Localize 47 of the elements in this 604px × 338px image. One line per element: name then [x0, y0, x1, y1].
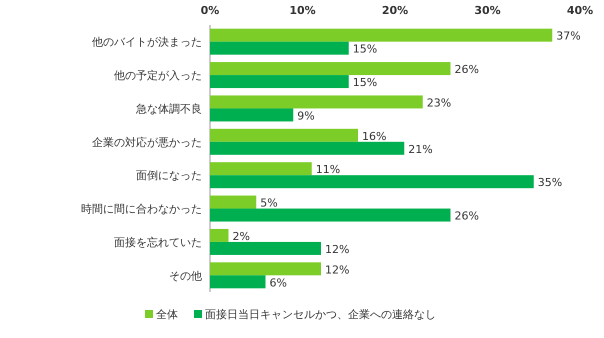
legend-label: 面接日当日キャンセルかつ、企業への連絡なし: [205, 308, 436, 321]
data-label: 11%: [316, 163, 340, 176]
x-tick-label: 40%: [566, 4, 594, 17]
data-label: 6%: [270, 276, 287, 290]
data-label: 21%: [408, 142, 433, 156]
y-tick-label: その他: [169, 269, 202, 282]
bar: [210, 128, 358, 142]
data-label: 12%: [325, 263, 350, 276]
data-label: 15%: [352, 42, 378, 56]
y-tick-label: 他のバイトが決まった: [92, 36, 202, 49]
data-label: 5%: [260, 196, 278, 210]
data-label: 26%: [454, 210, 479, 223]
bar: [210, 62, 450, 76]
y-tick-label: 面倒になった: [136, 169, 202, 182]
y-tick-label: 企業の対応が悪かった: [92, 136, 202, 149]
bar: [210, 142, 404, 155]
data-label: 26%: [454, 63, 479, 76]
data-label: 35%: [538, 176, 562, 190]
bar: [210, 42, 349, 55]
bar: [210, 175, 534, 188]
data-label: 37%: [556, 30, 581, 43]
bar: [210, 242, 321, 255]
y-tick-label: 他の予定が入った: [114, 69, 202, 82]
bar: [210, 28, 552, 42]
x-tick-label: 0%: [200, 4, 220, 17]
bar: [210, 208, 450, 222]
bar: [210, 262, 321, 276]
data-label: 9%: [297, 109, 315, 122]
bar: [210, 108, 294, 122]
bar: [210, 95, 423, 108]
y-tick-label: 面接を忘れていた: [114, 236, 202, 249]
data-label: 15%: [352, 76, 378, 90]
bar: [210, 162, 312, 176]
x-tick-label: 10%: [289, 4, 316, 17]
data-label: 23%: [426, 96, 452, 110]
data-label: 12%: [325, 242, 350, 256]
bar: [210, 228, 228, 242]
bar: [210, 275, 266, 288]
bar: [210, 75, 349, 88]
bar: [210, 196, 256, 209]
y-tick-label: 時間に間に合わなかった: [81, 202, 202, 216]
x-tick-label: 30%: [474, 4, 501, 17]
y-tick-label: 急な体調不良: [135, 102, 202, 116]
data-label: 2%: [232, 230, 250, 243]
data-label: 16%: [362, 130, 386, 143]
x-tick-label: 20%: [382, 4, 408, 17]
legend-label: 全体: [156, 308, 178, 321]
